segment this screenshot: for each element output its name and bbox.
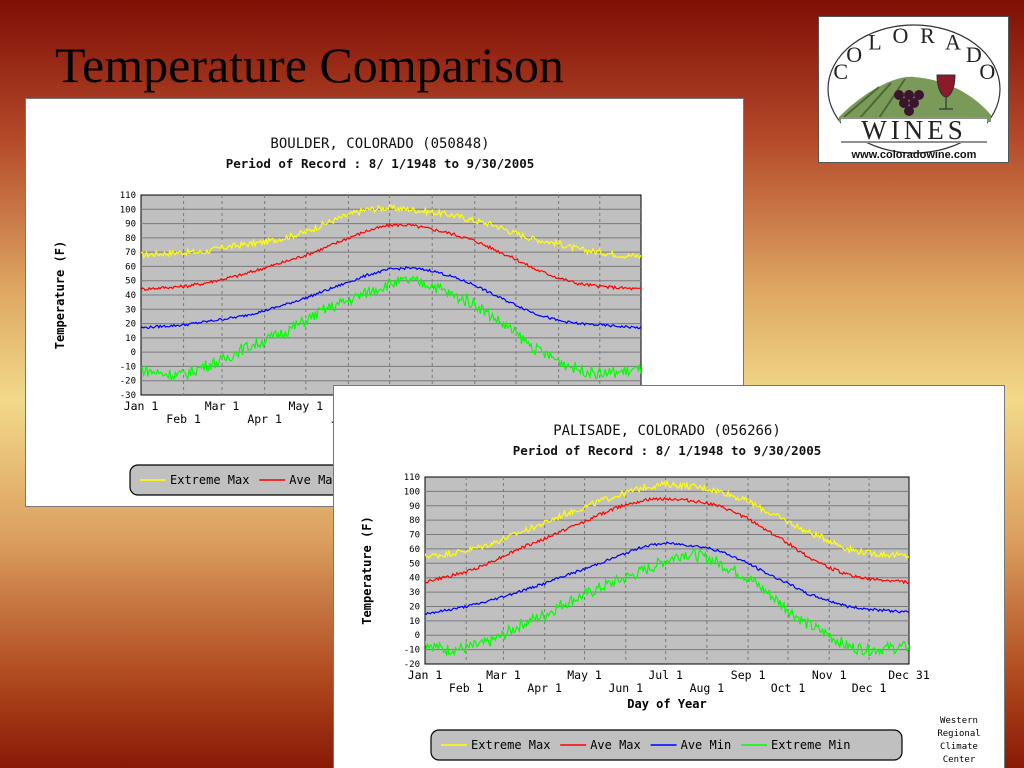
series-line-extreme-max: [425, 479, 909, 560]
chart-legend: Extreme Max Ave Max Ave Min Extreme Min: [430, 729, 903, 761]
y-tick-label: -10: [404, 646, 420, 656]
chart-subtitle: Period of Record : 8/ 1/1948 to 9/30/200…: [513, 443, 822, 458]
x-tick-label: Mar 1: [486, 668, 521, 682]
chart-title: PALISADE, COLORADO (056266): [553, 423, 781, 439]
x-tick-label: Sep 1: [731, 668, 766, 682]
series-line-extreme-min: [425, 548, 909, 657]
series-line-extreme-min: [141, 274, 641, 382]
x-tick-label: Jan 1: [408, 668, 443, 682]
source-credit: Western: [940, 716, 978, 726]
x-tick-label: Jul 1: [648, 668, 683, 682]
logo-letter-5: A: [945, 30, 961, 55]
y-tick-label: 0: [415, 631, 420, 641]
x-tick-label: Dec 31: [888, 668, 930, 682]
logo-letter-6: D: [966, 42, 982, 67]
source-credit: Climate: [940, 742, 978, 752]
x-tick-label: Mar 1: [205, 399, 240, 413]
plot-area: [424, 476, 910, 665]
chart-title: BOULDER, COLORADO (050848): [270, 136, 489, 152]
y-tick-label: 0: [131, 348, 136, 358]
logo-letter-7: O: [979, 59, 995, 84]
x-tick-label: May 1: [289, 399, 324, 413]
legend-label: Extreme Max: [170, 473, 249, 487]
x-tick-label: Oct 1: [771, 681, 806, 695]
y-tick-label: 20: [125, 320, 136, 330]
x-tick-label: Apr 1: [527, 681, 562, 695]
logo-letter-ring: CO L O R A DO: [833, 23, 995, 84]
y-tick-label: 80: [409, 516, 420, 526]
y-tick-label: 40: [125, 291, 136, 301]
logo-letter-1: O: [846, 42, 862, 67]
y-tick-label: 110: [120, 191, 136, 201]
y-tick-label: 60: [409, 545, 420, 555]
chart-subtitle: Period of Record : 8/ 1/1948 to 9/30/200…: [226, 156, 535, 171]
y-tick-label: 90: [125, 220, 136, 230]
x-tick-label: Feb 1: [166, 412, 201, 426]
y-tick-label: 40: [409, 574, 420, 584]
y-tick-label: 70: [125, 248, 136, 258]
series-line-ave-max: [141, 222, 641, 292]
palisade-chart-panel: PALISADE, COLORADO (056266) Period of Rec…: [334, 386, 1004, 768]
legend-label: Ave Min: [681, 738, 732, 752]
y-tick-label: 110: [404, 473, 420, 483]
y-tick-label: 90: [409, 502, 420, 512]
y-tick-label: 60: [125, 262, 136, 272]
y-tick-label: -10: [120, 362, 136, 372]
x-tick-label: Feb 1: [449, 681, 484, 695]
series-line-extreme-max: [141, 203, 641, 260]
series-line-ave-min: [141, 265, 641, 330]
y-tick-label: 20: [409, 602, 420, 612]
y-tick-label: 100: [404, 487, 420, 497]
y-tick-label: 10: [409, 617, 420, 627]
x-tick-label: Apr 1: [247, 412, 282, 426]
grape-cluster-icon: [894, 90, 924, 116]
x-tick-label: Aug 1: [690, 681, 725, 695]
x-tick-label: Nov 1: [812, 668, 847, 682]
logo-letter-2: L: [868, 30, 881, 55]
legend-label: Ave Max: [289, 473, 340, 487]
x-tick-label: May 1: [567, 668, 602, 682]
series-line-ave-max: [425, 496, 909, 585]
logo-letter-4: R: [920, 23, 935, 48]
y-tick-label: 30: [125, 305, 136, 315]
source-credit: Center: [943, 755, 976, 765]
source-credit: Regional: [937, 729, 980, 739]
logo-url: www.coloradowine.com: [851, 149, 977, 161]
x-tick-label: Jan 1: [124, 399, 159, 413]
logo-graphic: CO L O R A DO WINES www.coloradowine.com: [827, 23, 1001, 161]
y-tick-label: -30: [120, 391, 136, 401]
legend-label: Extreme Min: [771, 738, 850, 752]
legend-label: Ave Max: [590, 738, 641, 752]
palisade-temperature-chart: PALISADE, COLORADO (056266) Period of Rec…: [360, 423, 981, 765]
series-line-ave-min: [425, 541, 909, 615]
x-tick-label: Dec 1: [852, 681, 887, 695]
y-tick-label: 80: [125, 234, 136, 244]
y-tick-label: -20: [404, 660, 420, 670]
y-axis-label: Temperature (F): [53, 241, 67, 349]
y-tick-label: 30: [409, 588, 420, 598]
y-tick-label: 70: [409, 531, 420, 541]
legend-label: Extreme Max: [471, 738, 550, 752]
x-tick-label: Jun 1: [608, 681, 643, 695]
y-axis-label: Temperature (F): [360, 516, 374, 624]
wine-glass-icon: [936, 74, 956, 110]
y-tick-label: 10: [125, 334, 136, 344]
y-tick-label: 50: [125, 277, 136, 287]
logo-letter-0: C: [833, 59, 848, 84]
y-tick-label: -20: [120, 377, 136, 387]
y-tick-label: 100: [120, 205, 136, 215]
slide-title: Temperature Comparison: [55, 37, 564, 93]
x-axis-label: Day of Year: [627, 697, 706, 711]
y-tick-label: 50: [409, 559, 420, 569]
logo-letter-3: O: [893, 23, 909, 48]
logo-brand-text: WINES: [861, 115, 966, 145]
